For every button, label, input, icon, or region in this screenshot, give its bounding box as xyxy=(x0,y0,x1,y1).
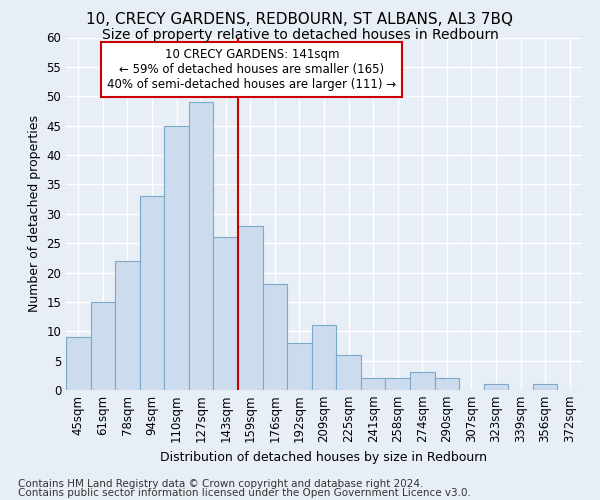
Text: Contains public sector information licensed under the Open Government Licence v3: Contains public sector information licen… xyxy=(18,488,471,498)
Bar xyxy=(484,384,508,390)
Text: Contains HM Land Registry data © Crown copyright and database right 2024.: Contains HM Land Registry data © Crown c… xyxy=(18,479,424,489)
Text: 10, CRECY GARDENS, REDBOURN, ST ALBANS, AL3 7BQ: 10, CRECY GARDENS, REDBOURN, ST ALBANS, … xyxy=(86,12,514,28)
Bar xyxy=(533,384,557,390)
Bar xyxy=(361,378,385,390)
Text: 10 CRECY GARDENS: 141sqm
← 59% of detached houses are smaller (165)
40% of semi-: 10 CRECY GARDENS: 141sqm ← 59% of detach… xyxy=(107,48,397,91)
Bar xyxy=(140,196,164,390)
X-axis label: Distribution of detached houses by size in Redbourn: Distribution of detached houses by size … xyxy=(161,451,487,464)
Bar xyxy=(238,226,263,390)
Bar xyxy=(434,378,459,390)
Bar xyxy=(189,102,214,390)
Bar xyxy=(115,261,140,390)
Bar xyxy=(91,302,115,390)
Bar xyxy=(164,126,189,390)
Text: Size of property relative to detached houses in Redbourn: Size of property relative to detached ho… xyxy=(101,28,499,42)
Bar xyxy=(336,355,361,390)
Bar xyxy=(287,343,312,390)
Bar xyxy=(214,238,238,390)
Y-axis label: Number of detached properties: Number of detached properties xyxy=(28,116,41,312)
Bar xyxy=(66,337,91,390)
Bar xyxy=(385,378,410,390)
Bar xyxy=(263,284,287,390)
Bar xyxy=(410,372,434,390)
Bar xyxy=(312,326,336,390)
